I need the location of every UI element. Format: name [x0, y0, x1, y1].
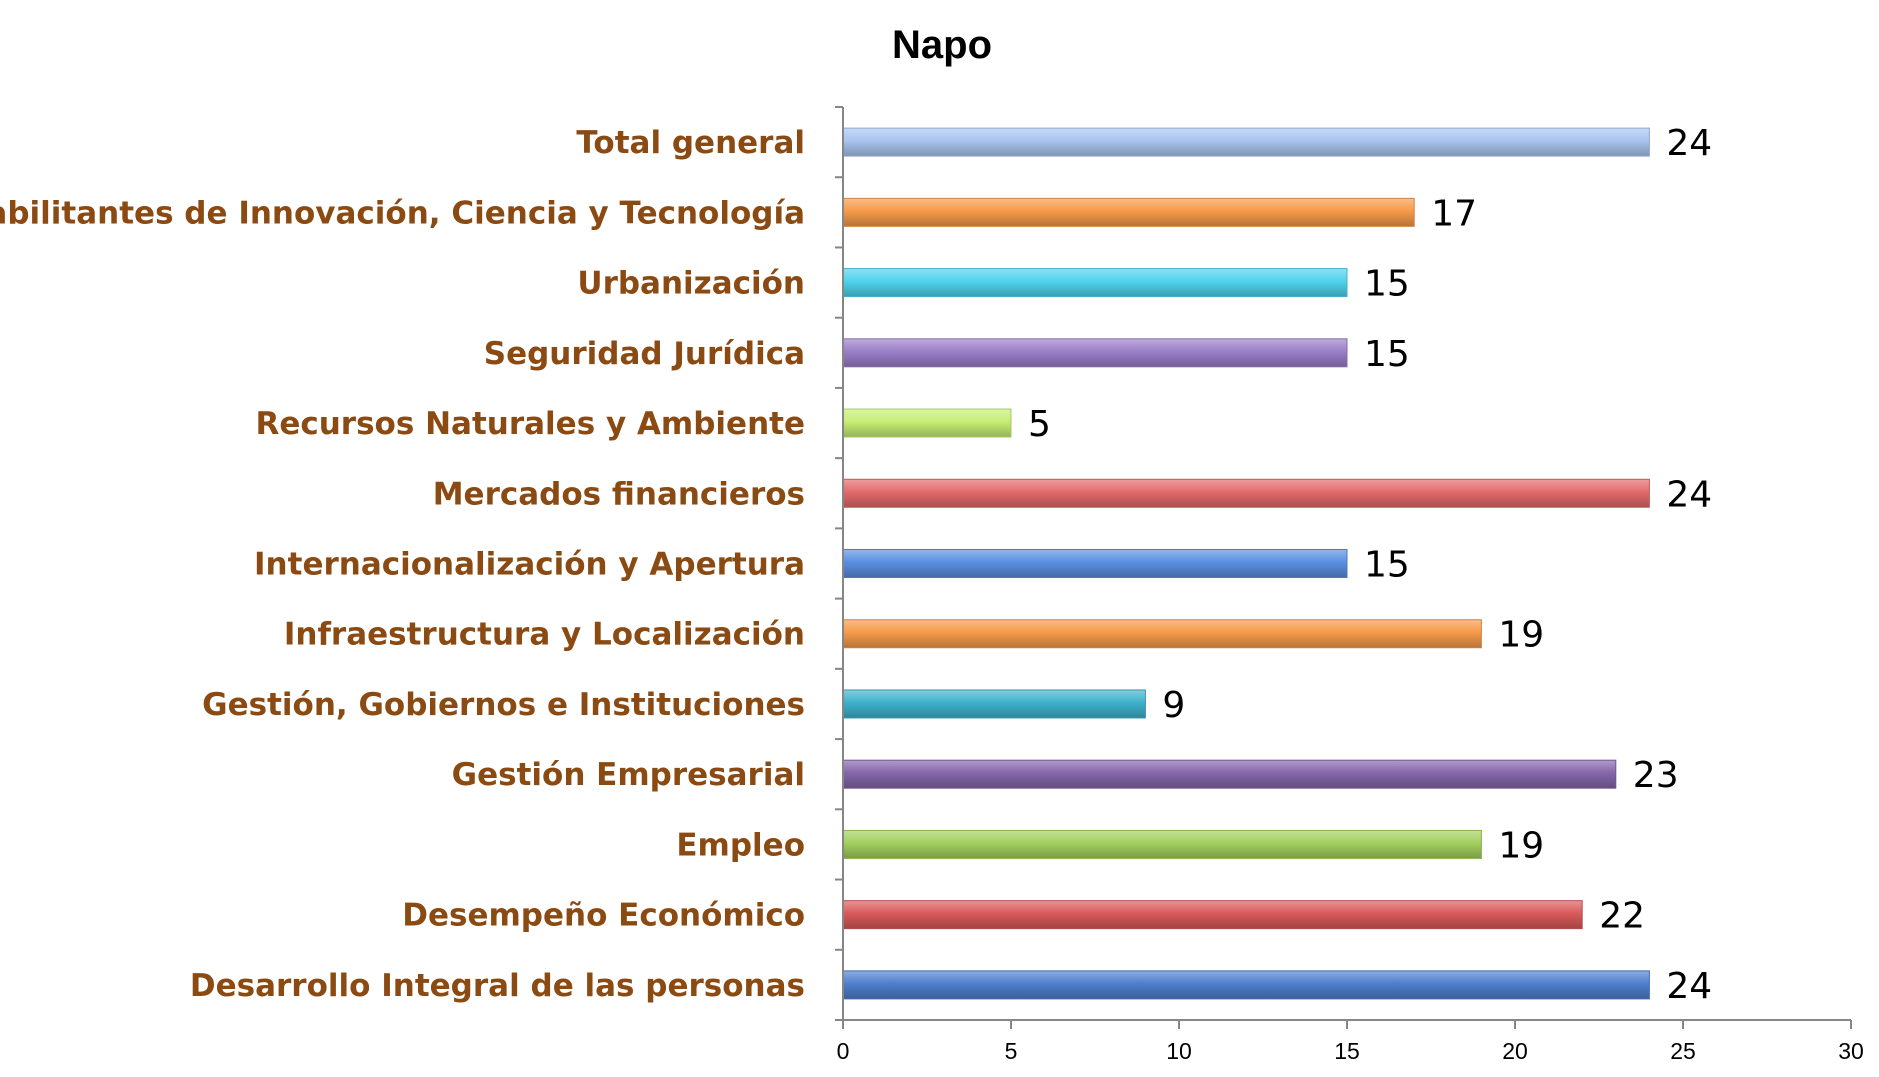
x-tick-label: 5 [1005, 1038, 1018, 1064]
data-label: 24 [1666, 123, 1712, 164]
category-label: Seguridad Jurídica [484, 336, 805, 372]
bar [842, 197, 1415, 227]
data-label: 15 [1364, 264, 1410, 305]
bar [842, 900, 1583, 930]
data-label: 23 [1633, 755, 1679, 796]
x-tick-label: 15 [1334, 1038, 1360, 1064]
category-label: Infraestructura y Localización [284, 617, 805, 653]
data-label: 24 [1666, 966, 1712, 1007]
category-label: Desempeño Económico [402, 898, 805, 934]
x-tick-label: 0 [837, 1038, 850, 1064]
data-label: 15 [1364, 545, 1410, 586]
bar [842, 549, 1348, 578]
x-tick-label: 20 [1502, 1038, 1528, 1064]
category-label: Urbanización [577, 266, 805, 302]
data-label: 9 [1162, 685, 1185, 726]
category-labels: Total general Habilitantes de Innovación,… [0, 125, 805, 1004]
category-label: Desarrollo Integral de las personas [190, 968, 805, 1004]
data-label: 24 [1666, 474, 1712, 515]
data-label: 17 [1431, 193, 1477, 234]
bar [842, 408, 1012, 438]
data-label: 19 [1498, 615, 1544, 656]
x-tick-label: 10 [1166, 1038, 1192, 1064]
data-label: 19 [1498, 825, 1544, 866]
bars [842, 127, 1650, 1000]
category-label: Total general [576, 125, 805, 161]
data-labels: 24 17 15 15 5 24 15 19 9 23 19 22 24 [1028, 123, 1712, 1007]
category-label: Mercados financieros [433, 476, 805, 512]
bar [842, 689, 1146, 719]
bar [842, 478, 1650, 508]
category-label: Recursos Naturales y Ambiente [255, 406, 805, 442]
bar [842, 338, 1348, 368]
category-label: Gestión Empresarial [452, 757, 805, 793]
category-label: Gestión, Gobiernos e Instituciones [202, 687, 805, 723]
data-label: 5 [1028, 404, 1051, 445]
bar [842, 619, 1482, 649]
x-tick-label: 30 [1838, 1038, 1864, 1064]
x-tick-label: 25 [1670, 1038, 1696, 1064]
bar [842, 829, 1482, 859]
bar [842, 759, 1617, 789]
chart-title: Napo [892, 23, 992, 67]
x-axis-ticks: 0 5 10 15 20 25 30 [835, 106, 1864, 1064]
bar [842, 268, 1348, 298]
category-label: Habilitantes de Innovación, Ciencia y Te… [0, 195, 805, 231]
data-label: 22 [1599, 896, 1645, 937]
category-label: Empleo [676, 827, 805, 863]
bar [842, 127, 1650, 157]
data-label: 15 [1364, 334, 1410, 375]
bar [842, 970, 1650, 1000]
category-label: Internacionalización y Apertura [254, 547, 805, 583]
